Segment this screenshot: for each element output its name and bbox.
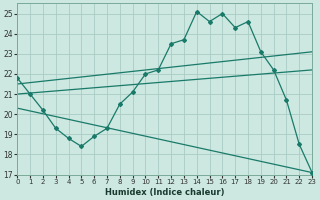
X-axis label: Humidex (Indice chaleur): Humidex (Indice chaleur) bbox=[105, 188, 224, 197]
